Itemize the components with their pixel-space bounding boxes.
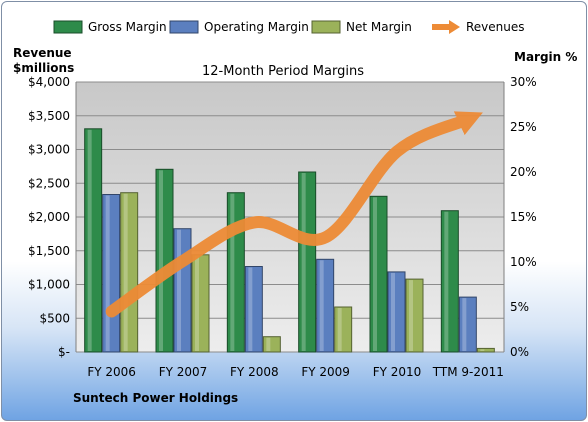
operating-margin-bar <box>387 271 406 353</box>
category-label: FY 2008 <box>230 365 279 379</box>
net-margin-bar <box>334 306 353 353</box>
left-tick-label: $3,000 <box>28 143 70 157</box>
left-tick-label: $2,000 <box>28 210 70 224</box>
left-axis-title-line-2: $millions <box>13 61 74 75</box>
revenues-legend-label: Revenues <box>466 20 525 34</box>
operating-margin-bar-highlight <box>319 260 324 351</box>
revenues-legend-arrowhead <box>449 20 460 34</box>
right-tick-label: 20% <box>510 165 537 179</box>
category-label: FY 2007 <box>159 365 208 379</box>
revenue-line-group <box>105 111 483 318</box>
left-tick-label: $- <box>58 345 70 359</box>
category-label: FY 2006 <box>87 365 136 379</box>
operating-margin-bar-highlight <box>391 272 395 351</box>
net-margin-legend-swatch <box>311 20 341 34</box>
net-margin-bar <box>476 347 495 353</box>
left-tick-label: $1,000 <box>28 278 70 292</box>
net-margin-bar-highlight <box>266 337 271 351</box>
gross-margin-bar <box>369 195 388 353</box>
gross-margin-bar <box>226 192 245 353</box>
right-tick-label: 0% <box>510 345 529 359</box>
net-margin-bar <box>191 254 210 353</box>
gross-margin-bar-highlight <box>230 193 235 351</box>
axes: $- $500 $1,000 $1,500 $2,000 $2,500 $3,000 $3,5… <box>28 75 537 379</box>
gross-margin-legend-swatch <box>53 20 83 34</box>
category-label: FY 2010 <box>373 365 422 379</box>
gross-margin-bar <box>84 128 103 353</box>
net-margin-legend-label: Net Margin <box>346 20 412 34</box>
right-tick-label: 30% <box>510 75 537 89</box>
operating-margin-bar-highlight <box>248 267 253 351</box>
operating-margin-legend-label: Operating Margin <box>204 20 309 34</box>
right-tick-label: 10% <box>510 255 537 269</box>
operating-margin-bar <box>173 228 192 353</box>
gross-margin-bar-highlight <box>159 170 163 351</box>
left-tick-label: $4,000 <box>28 75 70 89</box>
operating-margin-bar <box>102 194 121 353</box>
left-tick-label: $3,500 <box>28 109 70 123</box>
left-tick-label: $1,500 <box>28 244 70 258</box>
gross-margin-bar <box>440 210 459 353</box>
right-tick-label: 15% <box>510 210 537 224</box>
operating-margin-bar-highlight <box>177 229 181 351</box>
gross-margin-bar-highlight <box>373 197 377 351</box>
revenues-line <box>105 111 483 318</box>
left-tick-label: $500 <box>39 311 70 325</box>
net-margin-bar <box>262 336 281 353</box>
legend: Gross Margin Operating Margin Net Margin Re… <box>53 20 525 34</box>
operating-margin-bar <box>458 296 477 353</box>
operating-margin-legend-swatch <box>169 20 199 34</box>
operating-margin-bar <box>316 258 335 353</box>
left-axis-title-line-1: Revenue <box>13 46 72 60</box>
chart-title: 12-Month Period Margins <box>202 64 364 79</box>
category-label: TTM 9-2011 <box>432 365 504 379</box>
gross-margin-bar-highlight <box>301 173 306 351</box>
gross-margin-bar-highlight <box>87 129 92 351</box>
gross-margin-bar <box>155 168 174 353</box>
right-tick-label: 25% <box>510 120 537 134</box>
net-margin-bar-highlight <box>123 193 128 351</box>
footer-company-name: Suntech Power Holdings <box>73 391 238 405</box>
operating-margin-bar-highlight <box>105 195 110 351</box>
net-margin-bar <box>120 192 139 353</box>
net-margin-bar-highlight <box>409 280 413 351</box>
category-label: FY 2009 <box>301 365 350 379</box>
net-margin-bar-highlight <box>195 255 199 351</box>
operating-margin-bar <box>244 266 263 353</box>
right-tick-label: 5% <box>510 300 529 314</box>
net-margin-bar-highlight <box>337 308 342 351</box>
net-margin-bar-highlight <box>480 349 485 351</box>
gross-margin-bar <box>298 171 317 353</box>
net-margin-bar <box>405 278 424 353</box>
gross-margin-bar-highlight <box>444 211 449 351</box>
right-axis-title: Margin % <box>514 50 577 64</box>
left-tick-label: $2,500 <box>28 176 70 190</box>
operating-margin-bar-highlight <box>462 298 467 351</box>
gross-margin-legend-label: Gross Margin <box>88 20 167 34</box>
